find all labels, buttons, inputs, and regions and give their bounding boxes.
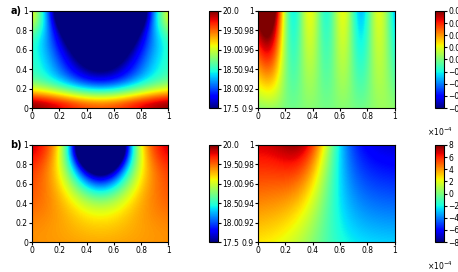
Text: b): b)	[10, 140, 22, 150]
Text: $\times 10^{-4}$: $\times 10^{-4}$	[427, 259, 453, 272]
Text: $\times 10^{-4}$: $\times 10^{-4}$	[427, 125, 453, 138]
Text: a): a)	[10, 6, 21, 16]
